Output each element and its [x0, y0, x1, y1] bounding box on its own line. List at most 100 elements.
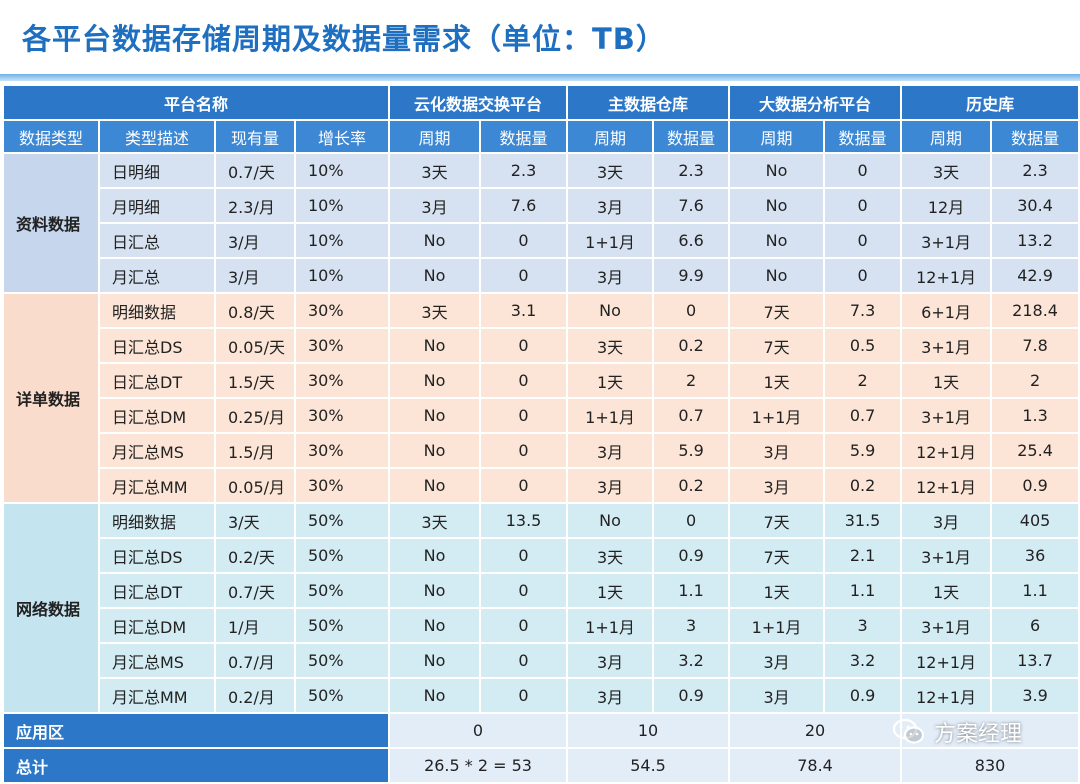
type-desc-cell: 月汇总MS [98, 642, 216, 679]
period-cell: 3月 [728, 642, 826, 679]
volume-cell: 0.9 [823, 677, 903, 714]
period-cell: 1+1月 [728, 397, 826, 434]
volume-cell: 2.3 [479, 152, 569, 189]
volume-cell: 3.1 [479, 292, 569, 329]
volume-cell: 0 [479, 642, 569, 679]
storage-table: 平台名称 云化数据交换平台 主数据仓库 大数据分析平台 历史库 数据类型 类型描… [1, 84, 1080, 784]
current-cell: 0.2/月 [214, 677, 296, 714]
volume-cell: 0.7 [823, 397, 903, 434]
volume-cell: 0 [823, 222, 903, 259]
volume-cell: 13.7 [990, 642, 1080, 679]
total-row: 总计 26.5 * 2 = 53 54.5 78.4 830 [1, 747, 1080, 784]
period-cell: 3+1月 [900, 607, 993, 644]
period-cell: 12+1月 [900, 432, 993, 469]
platform-name-header: 平台名称 [1, 84, 391, 121]
volume-cell: 2 [652, 362, 731, 399]
column-header-row: 数据类型 类型描述 现有量 增长率 周期 数据量 周期 数据量 周期 数据量 周… [2, 119, 1080, 154]
volume-cell: 0.9 [652, 677, 731, 714]
volume-cell: 5.9 [652, 432, 731, 469]
platform-header-row: 平台名称 云化数据交换平台 主数据仓库 大数据分析平台 历史库 [1, 84, 1080, 121]
volume-cell: 0 [479, 257, 569, 294]
col-header-volume: 数据量 [990, 119, 1080, 154]
type-desc-cell: 日明细 [98, 152, 216, 189]
period-cell: 1天 [900, 572, 993, 609]
type-desc-cell: 日汇总DS [98, 327, 216, 364]
period-cell: 3月 [728, 432, 826, 469]
table-row: 日汇总DM 1/月 50% No 0 1+1月 3 1+1月 3 3+1月 6 [3, 607, 1080, 644]
period-cell: 12+1月 [900, 642, 993, 679]
period-cell: 3月 [388, 187, 482, 224]
period-cell: 3月 [566, 257, 655, 294]
growth-cell: 50% [293, 677, 391, 714]
volume-cell: 0 [479, 467, 569, 504]
table-row: 月汇总 3/月 10% No 0 3月 9.9 No 0 12+1月 42.9 [3, 257, 1080, 294]
page-title: 各平台数据存储周期及数据量需求（单位：TB） [22, 22, 666, 56]
table-row: 日汇总DM 0.25/月 30% No 0 1+1月 0.7 1+1月 0.7 3+1月 1.3 [3, 397, 1080, 434]
period-cell: 1天 [900, 362, 993, 399]
col-header-period: 周期 [388, 119, 482, 154]
volume-cell: 218.4 [990, 292, 1080, 329]
volume-cell: 25.4 [990, 432, 1080, 469]
period-cell: No [388, 572, 482, 609]
current-cell: 0.2/天 [214, 537, 296, 574]
period-cell: 3天 [566, 537, 655, 574]
period-cell: 7天 [728, 502, 826, 539]
period-cell: 3天 [566, 152, 655, 189]
period-cell: 1天 [728, 572, 826, 609]
volume-cell: 13.2 [990, 222, 1080, 259]
type-desc-cell: 月汇总 [98, 257, 216, 294]
period-cell: 3月 [728, 467, 826, 504]
volume-cell: 2.3 [990, 152, 1080, 189]
period-cell: No [566, 502, 655, 539]
platform-header-exchange: 云化数据交换平台 [388, 84, 569, 121]
app-area-value: 10 [566, 712, 731, 749]
volume-cell: 3 [823, 607, 903, 644]
period-cell: No [566, 292, 655, 329]
volume-cell: 0 [479, 432, 569, 469]
period-cell: 3天 [566, 327, 655, 364]
period-cell: 1天 [566, 362, 655, 399]
app-area-label: 应用区 [1, 712, 391, 749]
volume-cell: 13.5 [479, 502, 569, 539]
growth-cell: 30% [293, 292, 391, 329]
wechat-icon [892, 718, 926, 746]
period-cell: No [388, 642, 482, 679]
platform-header-warehouse: 主数据仓库 [566, 84, 731, 121]
current-cell: 1.5/月 [214, 432, 296, 469]
period-cell: No [388, 222, 482, 259]
current-cell: 3/月 [214, 222, 296, 259]
period-cell: No [728, 222, 826, 259]
volume-cell: 7.6 [652, 187, 731, 224]
volume-cell: 36 [990, 537, 1080, 574]
period-cell: 3+1月 [900, 327, 993, 364]
growth-cell: 50% [293, 502, 391, 539]
growth-cell: 30% [293, 362, 391, 399]
period-cell: No [388, 397, 482, 434]
platform-header-bigdata: 大数据分析平台 [728, 84, 903, 121]
period-cell: 12月 [900, 187, 993, 224]
app-area-row: 应用区 0 10 20 [1, 712, 1080, 749]
period-cell: 1天 [566, 572, 655, 609]
growth-cell: 50% [293, 642, 391, 679]
period-cell: 3天 [388, 502, 482, 539]
col-header-data-type: 数据类型 [2, 119, 100, 154]
total-value: 54.5 [566, 747, 731, 784]
type-desc-cell: 日汇总DM [98, 607, 216, 644]
type-desc-cell: 月明细 [98, 187, 216, 224]
table-row: 月汇总MS 1.5/月 30% No 0 3月 5.9 3月 5.9 12+1月 25.4 [3, 432, 1080, 469]
table-row: 月汇总MM 0.2/月 50% No 0 3月 0.9 3月 0.9 12+1月 3.9 [3, 677, 1080, 714]
type-desc-cell: 月汇总MM [98, 677, 216, 714]
period-cell: 3月 [566, 642, 655, 679]
type-desc-cell: 日汇总 [98, 222, 216, 259]
period-cell: 3+1月 [900, 222, 993, 259]
period-cell: 1+1月 [566, 607, 655, 644]
growth-cell: 10% [293, 187, 391, 224]
volume-cell: 0.7 [652, 397, 731, 434]
period-cell: No [388, 327, 482, 364]
period-cell: 3月 [566, 187, 655, 224]
total-label: 总计 [1, 747, 391, 784]
volume-cell: 1.1 [823, 572, 903, 609]
volume-cell: 0.9 [990, 467, 1080, 504]
growth-cell: 30% [293, 467, 391, 504]
volume-cell: 1.3 [990, 397, 1080, 434]
